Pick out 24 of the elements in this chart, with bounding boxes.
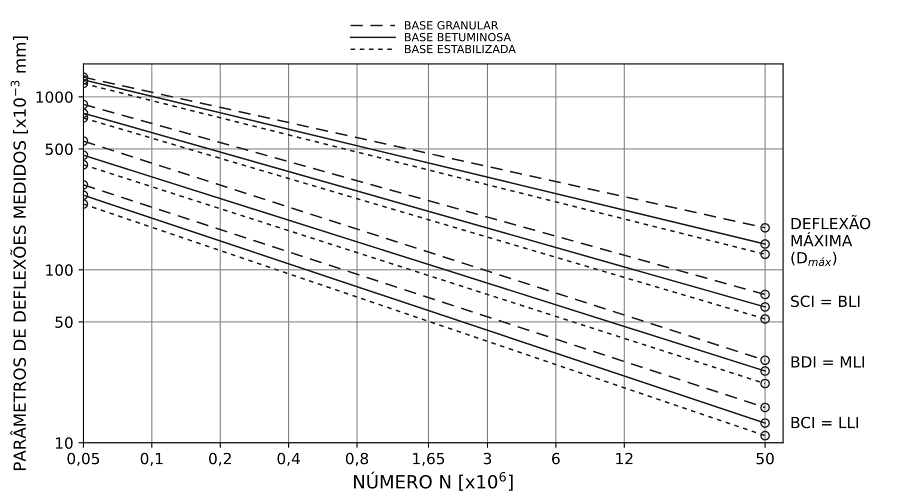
legend-label: BASE GRANULAR [405,21,498,30]
y-tick-label: 1000 [36,91,73,103]
x-tick-label: 6 [552,452,560,464]
x-tick-label: 0,1 [140,452,163,466]
x-tick-label: 3 [484,452,492,464]
x-tick-label: 50 [756,452,774,464]
x-tick-label: 0,4 [277,452,300,466]
text: BCI = LLI [792,416,858,428]
y-axis-title: PARÂMETROS DE DEFLEXÕES MEDIDOS [x10$^{−3}$ mm] [10,36,28,470]
x-tick-label: 0,2 [209,452,231,466]
text: BDI = MLI [792,356,864,368]
text: DEFLEXÃO MÁXIMA (D$_{máx}$) [791,215,870,266]
text: SCI = BLI [791,296,860,308]
x-tick-label: 1,65 [413,452,444,466]
y-tick-label: 10 [56,437,73,449]
x-tick-label: 0,05 [67,452,100,466]
y-tick-label: 100 [46,264,73,276]
x-axis-title: NÚMERO N [x10$^{6}$] [354,472,513,491]
legend-label: BASE ESTABILIZADA [405,44,516,54]
y-tick-label: 500 [46,143,73,155]
legend-label: BASE BETUMINOSA [405,32,512,42]
x-tick-label: 0,8 [346,452,368,466]
y-tick-label: 50 [55,316,73,328]
x-tick-label: 12 [616,452,632,464]
